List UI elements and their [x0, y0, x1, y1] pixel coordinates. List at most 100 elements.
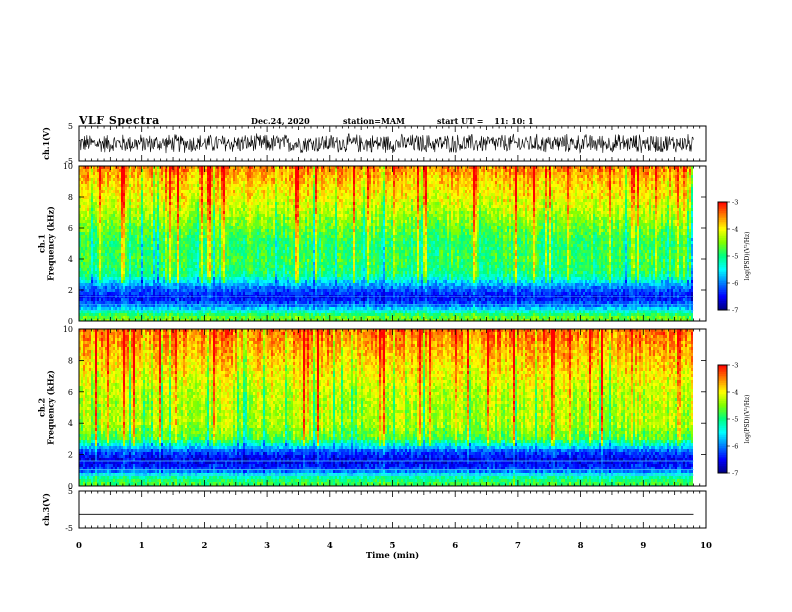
spectrogram-ch1-cell [89, 316, 91, 319]
spectrogram-ch1-cell [135, 271, 137, 274]
spectrogram-ch1-cell [93, 214, 95, 217]
spectrogram-ch1-cell [181, 169, 183, 172]
spectrogram-ch1-cell [253, 307, 255, 310]
spectrogram-ch1-cell [249, 256, 251, 259]
spectrogram-ch1-cell [207, 187, 209, 190]
spectrogram-ch1-cell [125, 166, 127, 169]
spectrogram-ch1-cell [185, 193, 187, 196]
spectrogram-ch1-cell [173, 244, 175, 247]
spectrogram-ch1-cell [145, 253, 147, 256]
spectrogram-ch1-cell [199, 208, 201, 211]
spectrogram-ch1-cell [169, 319, 171, 321]
spectrogram-ch1-cell [83, 271, 85, 274]
spectrogram-ch1-cell [177, 199, 179, 202]
spectrogram-ch1-cell [177, 175, 179, 178]
spectrogram-ch1-cell [85, 280, 87, 283]
spectrogram-ch1-cell [151, 223, 153, 226]
spectrogram-ch1-cell [99, 181, 101, 184]
spectrogram-ch1-cell [135, 232, 137, 235]
spectrogram-ch1-cell [129, 214, 131, 217]
spectrogram-ch1-cell [245, 247, 247, 250]
spectrogram-ch1-cell [213, 250, 215, 253]
spectrogram-ch1-cell [79, 301, 81, 304]
spectrogram-ch1-cell [229, 229, 231, 232]
spectrogram-ch1-cell [155, 259, 157, 262]
spectrogram-ch1-cell [187, 250, 189, 253]
spectrogram-ch1-cell [81, 241, 83, 244]
spectrogram-ch1-cell [201, 268, 203, 271]
spectrogram-ch1-cell [159, 190, 161, 193]
spectrogram-ch1-cell [169, 292, 171, 295]
spectrogram-ch1-cell [217, 274, 219, 277]
spectrogram-ch1-cell [185, 247, 187, 250]
spectrogram-ch1-cell [237, 202, 239, 205]
spectrogram-ch1-cell [243, 274, 245, 277]
spectrogram-ch1-cell [103, 193, 105, 196]
spectrogram-ch1-cell [135, 229, 137, 232]
spectrogram-ch1-cell [123, 226, 125, 229]
spectrogram-ch1-cell [123, 217, 125, 220]
spectrogram-ch1-cell [243, 259, 245, 262]
spectrogram-ch1-cell [181, 238, 183, 241]
spectrogram-ch1-cell [189, 205, 191, 208]
spectrogram-ch1-cell [255, 298, 257, 301]
spectrogram-ch1-cell [89, 184, 91, 187]
spectrogram-ch1-cell [195, 265, 197, 268]
spectrogram-ch1-cell [259, 304, 261, 307]
spectrogram-ch1-cell [231, 298, 233, 301]
spectrogram-ch1-cell [157, 223, 159, 226]
spectrogram-ch1-cell [97, 208, 99, 211]
spectrogram-ch1-cell [227, 190, 229, 193]
spectrogram-ch1-cell [117, 277, 119, 280]
spectrogram-ch1-cell [205, 307, 207, 310]
spectrogram-ch1-cell [137, 259, 139, 262]
spectrogram-ch1-cell [97, 316, 99, 319]
spectrogram-ch1-cell [167, 214, 169, 217]
spectrogram-ch1-cell [237, 310, 239, 313]
spectrogram-ch1-cell [257, 259, 259, 262]
spectrogram-ch1-cell [257, 268, 259, 271]
spectrogram-ch1-cell [137, 304, 139, 307]
spectrogram-ch1-cell [129, 319, 131, 321]
spectrogram-ch1-cell [191, 202, 193, 205]
spectrogram-ch1-cell [203, 280, 205, 283]
spectrogram-ch1-cell [211, 262, 213, 265]
spectrogram-ch1-cell [117, 268, 119, 271]
spectrogram-ch1-cell [235, 202, 237, 205]
spectrogram-ch1-cell [189, 271, 191, 274]
spectrogram-ch1-cell [161, 262, 163, 265]
spectrogram-ch1-cell [145, 277, 147, 280]
spectrogram-ch1-cell [113, 217, 115, 220]
spectrogram-ch1-cell [171, 247, 173, 250]
spectrogram-ch1-cell [107, 307, 109, 310]
spectrogram-ch1-cell [169, 298, 171, 301]
spectrogram-ch1-cell [103, 223, 105, 226]
spectrogram-ch1-cell [157, 232, 159, 235]
spectrogram-ch1-cell [123, 172, 125, 175]
spectrogram-ch1-cell [123, 181, 125, 184]
spectrogram-ch1-cell [91, 235, 93, 238]
spectrogram-ch1-cell [187, 283, 189, 286]
spectrogram-ch1-cell [181, 250, 183, 253]
spectrogram-ch1-cell [193, 280, 195, 283]
spectrogram-ch1-cell [97, 214, 99, 217]
spectrogram-ch1-cell [167, 316, 169, 319]
spectrogram-ch1-cell [83, 190, 85, 193]
spectrogram-ch1-cell [229, 259, 231, 262]
spectrogram-ch1-cell [193, 220, 195, 223]
spectrogram-ch1-cell [143, 193, 145, 196]
spectrogram-ch1-cell [185, 307, 187, 310]
spectrogram-ch1-cell [215, 169, 217, 172]
spectrogram-ch1-cell [93, 292, 95, 295]
spectrogram-ch1-cell [125, 190, 127, 193]
spectrogram-ch1-cell [257, 289, 259, 292]
spectrogram-ch1-cell [227, 199, 229, 202]
spectrogram-ch1-cell [241, 247, 243, 250]
spectrogram-ch1-cell [195, 289, 197, 292]
spectrogram-ch1-cell [161, 238, 163, 241]
spectrogram-ch1-cell [201, 172, 203, 175]
spectrogram-ch1-cell [233, 175, 235, 178]
spectrogram-ch1-cell [145, 298, 147, 301]
spectrogram-ch1-cell [163, 259, 165, 262]
spectrogram-ch1-cell [99, 235, 101, 238]
